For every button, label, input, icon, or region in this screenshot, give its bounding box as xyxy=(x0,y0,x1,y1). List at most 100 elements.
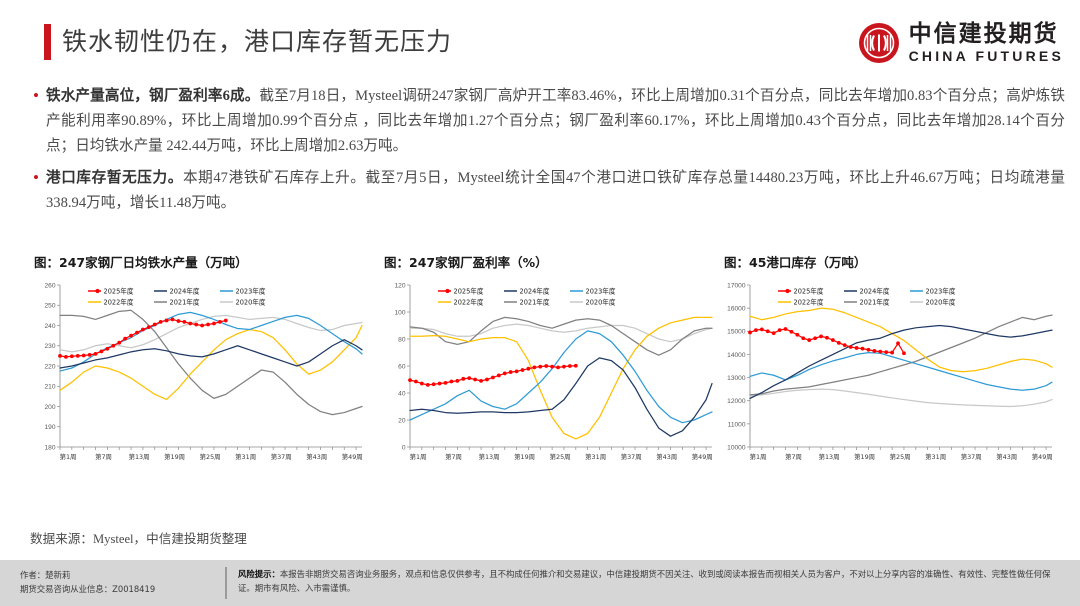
bullet-text: 铁水产量高位，钢厂盈利率6成。截至7月18日，Mysteel调研247家钢厂高炉… xyxy=(46,84,1065,159)
svg-text:第1周: 第1周 xyxy=(60,452,77,461)
svg-text:11000: 11000 xyxy=(728,421,746,428)
svg-text:第25周: 第25周 xyxy=(550,452,571,461)
svg-text:第13周: 第13周 xyxy=(129,452,150,461)
brand-text: 中信建投期货 CHINA FUTURES xyxy=(908,21,1064,64)
series-2021年度 xyxy=(409,316,713,356)
footer-risk-label: 风险提示： xyxy=(238,569,280,579)
svg-text:第19周: 第19周 xyxy=(164,452,185,461)
legend-label-2023年度: 2023年度 xyxy=(236,286,266,295)
bullet-dot-icon: • xyxy=(33,168,39,187)
svg-text:第1周: 第1周 xyxy=(410,452,427,461)
svg-text:12000: 12000 xyxy=(727,398,746,405)
svg-text:40: 40 xyxy=(398,390,406,397)
svg-text:10000: 10000 xyxy=(727,444,746,451)
chart-title: 图：247家钢厂盈利率（%） xyxy=(384,255,548,270)
svg-text:第19周: 第19周 xyxy=(514,452,535,461)
svg-text:第19周: 第19周 xyxy=(854,452,875,461)
svg-text:第25周: 第25周 xyxy=(890,452,911,461)
svg-text:200: 200 xyxy=(44,404,55,411)
svg-text:190: 190 xyxy=(44,424,55,431)
svg-text:180: 180 xyxy=(44,444,55,451)
svg-text:第37周: 第37周 xyxy=(621,452,642,461)
svg-text:20: 20 xyxy=(398,417,406,424)
svg-text:第43周: 第43周 xyxy=(306,452,327,461)
bullet-body: 本期47港铁矿石库存上升。截至7月5日，Mysteel统计全国47个港口进口铁矿… xyxy=(46,170,1065,211)
legend-label-2021年度: 2021年度 xyxy=(170,297,200,306)
svg-text:17000: 17000 xyxy=(727,282,746,289)
svg-text:260: 260 xyxy=(44,282,55,289)
summary-bullets: • 铁水产量高位，钢厂盈利率6成。截至7月18日，Mysteel调研247家钢厂… xyxy=(30,84,1065,223)
series-2020年度 xyxy=(409,323,713,343)
svg-text:13000: 13000 xyxy=(727,375,746,382)
series-2022年度 xyxy=(59,324,363,401)
series-2020年度 xyxy=(749,388,1053,408)
chart-canvas-1: 0 20 40 60 80 100 120 第1周 第7周 第13周 第19周 第25周 第31周 第37… xyxy=(380,279,716,469)
svg-text:240: 240 xyxy=(44,323,55,330)
svg-text:第37周: 第37周 xyxy=(961,452,982,461)
footer-risk-block: 风险提示：本报告非期货交易咨询业务服务，观点和信息仅供参考，且不构成任何推介和交… xyxy=(238,568,1064,595)
series-2023年度 xyxy=(59,311,363,372)
brand-logo: 中信建投期货 CHINA FUTURES xyxy=(858,22,1064,64)
legend-label-2023年度: 2023年度 xyxy=(586,286,616,295)
legend-label-2020年度: 2020年度 xyxy=(926,297,956,306)
legend-label-2024年度: 2024年度 xyxy=(860,286,890,295)
legend-label-2023年度: 2023年度 xyxy=(926,286,956,295)
svg-text:第13周: 第13周 xyxy=(479,452,500,461)
chart-canvas-0: 180 190 200 210 220 230 240 250 260 第1周 第7周 第13周 第19… xyxy=(30,279,366,469)
series-2025年度 xyxy=(58,317,228,359)
chart-block-mill-profitability: 图：247家钢厂盈利率（%） 0 20 40 60 80 100 120 第1周 第7周 第13周… xyxy=(380,252,716,477)
page-title: 铁水韧性仍在，港口库存暂无压力 xyxy=(62,27,453,56)
svg-text:第7周: 第7周 xyxy=(785,452,802,461)
footer-license: 期货交易咨询从业信息：Z0018419 xyxy=(20,584,156,594)
legend-label-2025年度: 2025年度 xyxy=(454,286,484,295)
bullet-text: 港口库存暂无压力。本期47港铁矿石库存上升。截至7月5日，Mysteel统计全国… xyxy=(46,166,1065,216)
series-2023年度 xyxy=(409,330,713,424)
svg-text:220: 220 xyxy=(44,363,55,370)
svg-text:60: 60 xyxy=(398,363,406,370)
svg-text:0: 0 xyxy=(402,444,406,451)
bullet-dot-icon: • xyxy=(33,86,39,105)
svg-text:第13周: 第13周 xyxy=(819,452,840,461)
legend-label-2025年度: 2025年度 xyxy=(794,286,824,295)
chart-title: 图：45港口库存（万吨） xyxy=(724,255,867,270)
source-note: 数据来源：Mysteel，中信建投期货整理 xyxy=(30,532,247,546)
chart-block-pig-iron-output: 图：247家钢厂日均铁水产量（万吨） 180 190 200 210 220 230 240… xyxy=(30,252,366,477)
series-2022年度 xyxy=(409,316,713,440)
chart-block-port-inventory: 图：45港口库存（万吨） 10000 11000 12000 13000 14000 15… xyxy=(720,252,1056,477)
series-2022年度 xyxy=(749,307,1053,373)
svg-text:第7周: 第7周 xyxy=(95,452,112,461)
svg-text:16000: 16000 xyxy=(727,306,746,313)
chart-canvas-2: 10000 11000 12000 13000 14000 15000 16000 17000… xyxy=(720,279,1056,469)
chart-plot: 10000 11000 12000 13000 14000 15000 16000 17000… xyxy=(727,282,1053,461)
citic-circle-logo-icon xyxy=(858,22,900,64)
legend-label-2024年度: 2024年度 xyxy=(520,286,550,295)
svg-text:14000: 14000 xyxy=(727,352,746,359)
series-2024年度 xyxy=(749,324,1053,400)
svg-text:第49周: 第49周 xyxy=(1032,452,1053,461)
legend-label-2021年度: 2021年度 xyxy=(860,297,890,306)
brand-name-en: CHINA FUTURES xyxy=(908,48,1064,64)
legend-label-2024年度: 2024年度 xyxy=(170,286,200,295)
series-2024年度 xyxy=(409,357,713,437)
svg-text:第49周: 第49周 xyxy=(342,452,363,461)
legend-label-2020年度: 2020年度 xyxy=(586,297,616,306)
legend-label-2021年度: 2021年度 xyxy=(520,297,550,306)
brand-name-cn: 中信建投期货 xyxy=(908,21,1059,47)
legend-label-2022年度: 2022年度 xyxy=(454,297,484,306)
svg-text:第1周: 第1周 xyxy=(750,452,767,461)
chart-title: 图：247家钢厂日均铁水产量（万吨） xyxy=(34,255,248,270)
legend-label-2020年度: 2020年度 xyxy=(236,297,266,306)
svg-text:第7周: 第7周 xyxy=(445,452,462,461)
svg-text:第43周: 第43周 xyxy=(656,452,677,461)
svg-text:第31周: 第31周 xyxy=(925,452,946,461)
bullet-item: • 铁水产量高位，钢厂盈利率6成。截至7月18日，Mysteel调研247家钢厂… xyxy=(30,84,1065,159)
series-2023年度 xyxy=(749,351,1053,391)
svg-text:15000: 15000 xyxy=(727,329,746,336)
legend-label-2022年度: 2022年度 xyxy=(104,297,134,306)
bullet-lead: 港口库存暂无压力。 xyxy=(46,170,183,186)
svg-text:80: 80 xyxy=(398,336,406,343)
svg-text:120: 120 xyxy=(394,282,405,289)
footer-author: 作者：楚新莉 xyxy=(20,570,71,580)
svg-text:250: 250 xyxy=(44,303,55,310)
title-accent-bar xyxy=(44,24,51,60)
